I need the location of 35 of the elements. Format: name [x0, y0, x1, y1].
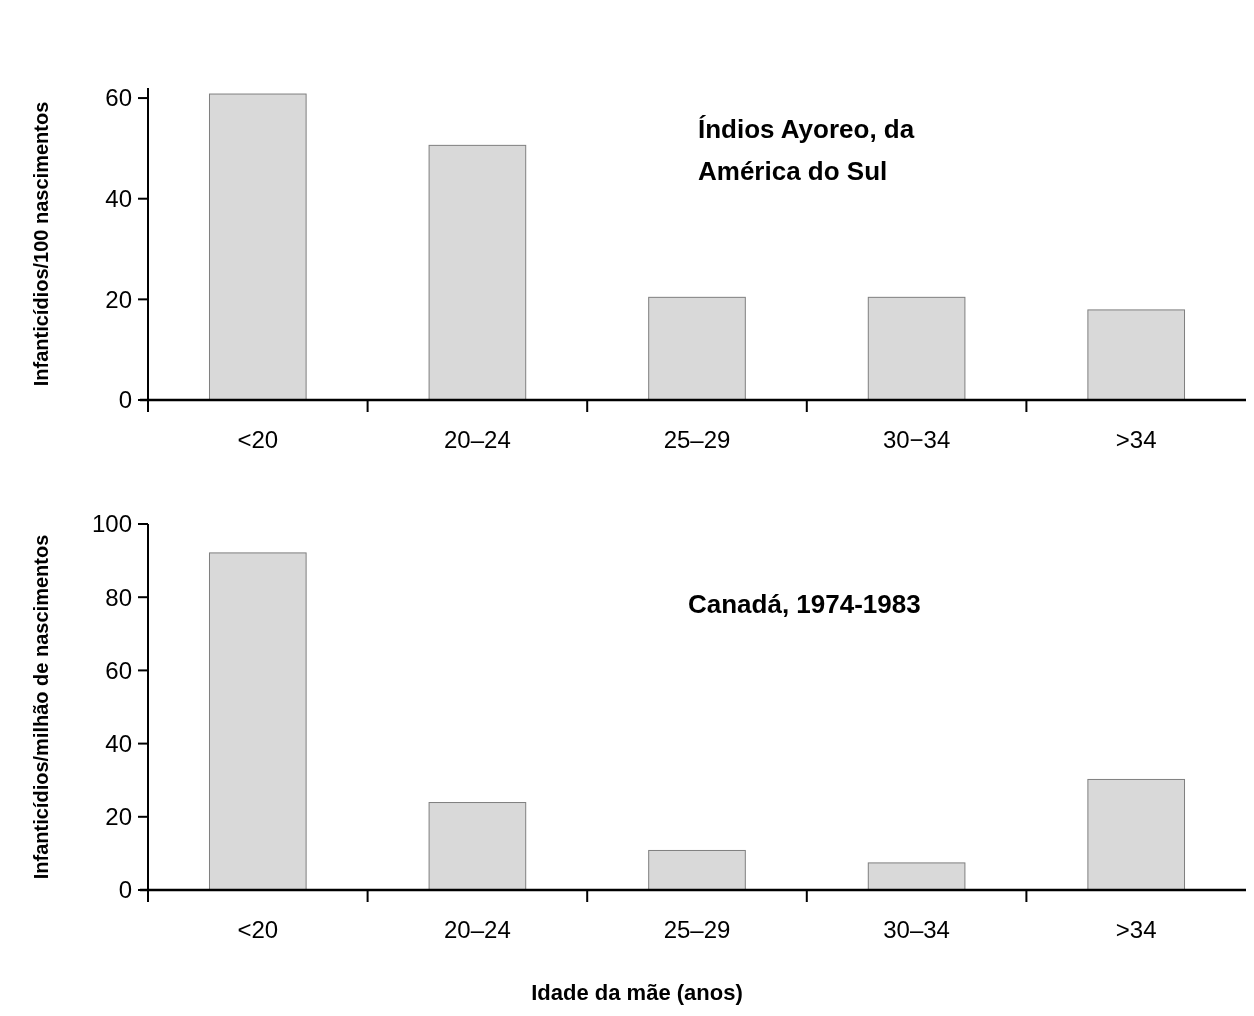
y-axis-title: Infanticídios/100 nascimentos: [30, 101, 52, 387]
y-tick-label: 0: [118, 876, 132, 904]
x-axis-title: Idade da mãe (anos): [531, 980, 743, 1005]
y-tick-label: 80: [105, 583, 132, 611]
annotation: Canadá, 1974-1983: [688, 589, 921, 619]
x-tick-label: 25–29: [663, 916, 731, 943]
x-tick-label: >34: [1115, 426, 1157, 453]
bar: [208, 552, 307, 891]
annotation: Índios Ayoreo, da América do Sul: [698, 114, 915, 186]
bar: [867, 296, 966, 401]
x-tick-label: >34: [1115, 916, 1157, 943]
x-tick-label: 30–34: [883, 916, 950, 943]
y-tick-label: 60: [105, 84, 132, 112]
y-axis-title: Infanticídios/milhão de nascimentos: [30, 534, 52, 880]
y-tick-label: 60: [105, 656, 132, 684]
y-tick-label: 100: [91, 510, 132, 538]
bar: [648, 849, 746, 891]
bar: [1087, 309, 1186, 401]
bar: [428, 802, 527, 891]
bar: [867, 862, 966, 891]
y-tick-label: 20: [105, 285, 132, 313]
x-tick-label: 25–29: [663, 426, 731, 453]
x-tick-label: <20: [237, 916, 279, 943]
y-tick-label: 0: [118, 386, 132, 414]
bar: [208, 93, 307, 401]
y-tick-label: 20: [105, 803, 132, 831]
x-tick-label: 20–24: [444, 916, 511, 943]
y-tick-label: 40: [105, 185, 132, 213]
x-tick-label: 20–24: [444, 426, 511, 453]
bar: [428, 144, 527, 401]
x-tick-label: <20: [237, 426, 279, 453]
bar: [1087, 778, 1186, 891]
bar: [648, 296, 746, 401]
y-tick-label: 40: [105, 730, 132, 757]
x-tick-label: 30−34: [882, 426, 951, 453]
